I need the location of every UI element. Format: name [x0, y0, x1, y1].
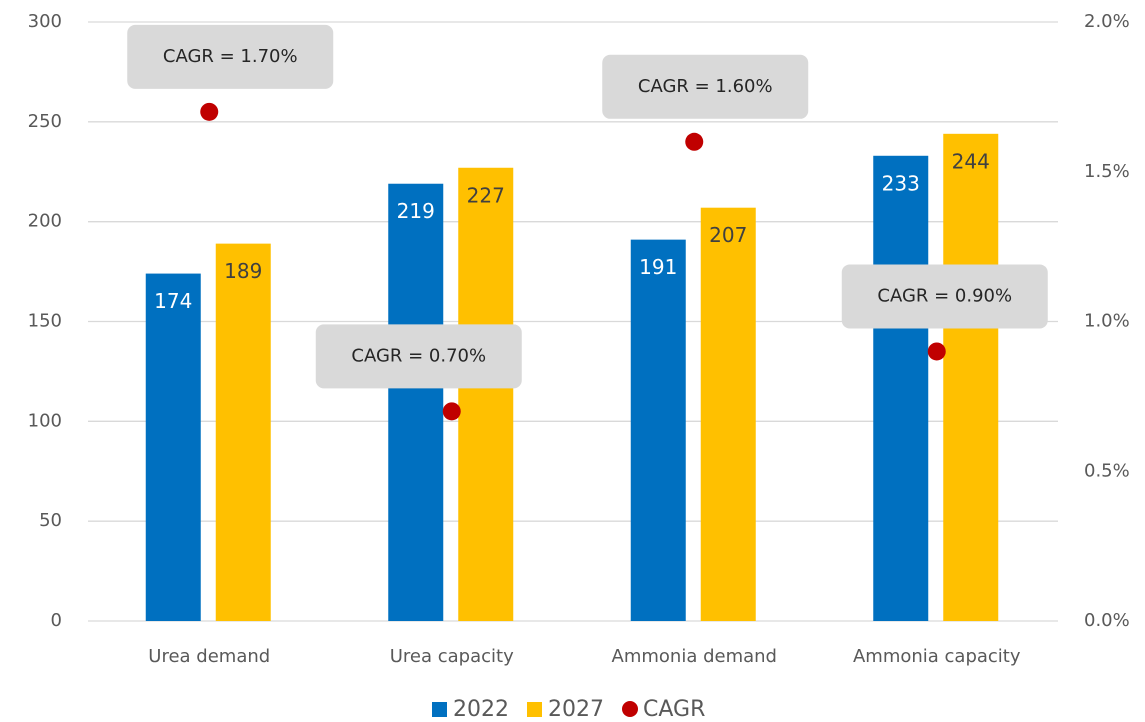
x-tick-label: Ammonia demand: [612, 646, 777, 667]
bar: [873, 155, 929, 621]
y-tick-label: 200: [28, 211, 62, 232]
label-box: [127, 24, 334, 89]
label-box: [602, 54, 809, 119]
y2-tick-label: 1.5%: [1084, 161, 1130, 182]
legend-marker: [527, 702, 542, 717]
data-label: 227: [467, 183, 505, 207]
label-box: [315, 324, 522, 389]
data-label: CAGR = 1.70%: [163, 46, 298, 67]
data-label: 233: [882, 171, 920, 195]
data-label: 189: [224, 259, 262, 283]
legend-marker: [622, 701, 638, 717]
bar: [700, 207, 756, 621]
data-label: CAGR = 0.90%: [877, 285, 1012, 306]
legend-marker: [432, 702, 447, 717]
y2-tick-label: 0.0%: [1084, 610, 1130, 631]
y-tick-label: 250: [28, 111, 62, 132]
bar: [458, 167, 514, 622]
point: [927, 342, 946, 361]
bar: [388, 183, 444, 622]
y-tick-label: 0: [51, 610, 62, 631]
y-tick-label: 100: [28, 410, 62, 431]
y-tick-label: 300: [28, 11, 62, 32]
data-label: 174: [154, 289, 192, 313]
point: [685, 132, 704, 151]
legend-label: 2022: [453, 697, 509, 722]
data-label: 207: [709, 223, 747, 247]
legend-label: CAGR: [643, 697, 705, 722]
y2-tick-label: 1.0%: [1084, 311, 1130, 332]
point: [442, 402, 461, 421]
y-tick-label: 150: [28, 311, 62, 332]
data-label: 244: [952, 149, 990, 173]
data-label: CAGR = 0.70%: [351, 345, 486, 366]
bar: [630, 239, 686, 622]
x-tick-label: Ammonia capacity: [853, 646, 1021, 667]
bar: [215, 243, 271, 621]
bar: [145, 273, 201, 621]
bar: [943, 133, 999, 621]
x-tick-label: Urea demand: [148, 646, 270, 667]
y-tick-label: 50: [39, 510, 62, 531]
data-label: 191: [639, 255, 677, 279]
label-box: [841, 264, 1048, 329]
y2-tick-label: 2.0%: [1084, 11, 1130, 32]
data-label: 219: [397, 199, 435, 223]
x-tick-label: Urea capacity: [390, 646, 514, 667]
data-label: CAGR = 1.60%: [638, 76, 773, 97]
y2-tick-label: 0.5%: [1084, 460, 1130, 481]
point: [200, 102, 219, 121]
legend-label: 2027: [548, 697, 604, 722]
